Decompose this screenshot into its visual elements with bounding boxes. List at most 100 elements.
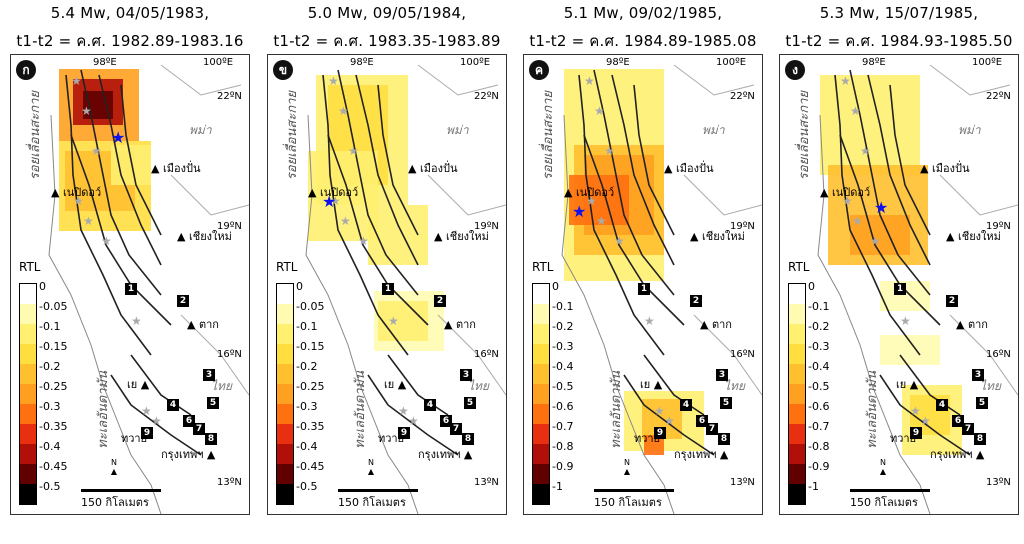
colorbar-segment — [20, 284, 36, 304]
fault-line — [611, 74, 675, 266]
lat-label-19: 19ºN — [986, 221, 1011, 232]
colorbar-tick-label: -0.1 — [296, 320, 318, 333]
panel-title-line2: t1-t2 = ค.ศ. 1983.35-1983.89 — [273, 32, 501, 50]
north-arrow: N ▲ — [879, 458, 887, 476]
fault-line — [355, 74, 419, 266]
colorbar-tick-label: -0.45 — [39, 460, 68, 473]
colorbar-tick-label: 0 — [296, 280, 303, 293]
lon-label-98: 98ºE — [862, 57, 886, 68]
location-box: 6 — [440, 415, 452, 427]
colorbar-tick-label: -0.5 — [296, 480, 318, 493]
epicenter-star: ★ — [842, 194, 853, 208]
city-label: ▲ เมืองปั่น — [664, 162, 714, 175]
location-box: 9 — [910, 427, 922, 439]
lat-label-22: 22ºN — [986, 91, 1011, 102]
lat-label-13: 13ºN — [730, 477, 755, 488]
rtl-anomaly-patch — [378, 301, 428, 341]
north-arrow: N ▲ — [367, 458, 375, 476]
colorbar-tick-label: -0.8 — [808, 440, 830, 453]
rtl-colorbar — [788, 283, 806, 505]
panel-title-line2: t1-t2 = ค.ศ. 1984.93-1985.50 — [785, 32, 1013, 50]
city-label: ▲ เนปิดอว์ — [564, 186, 615, 199]
city-label: ▲ ตาก — [700, 318, 732, 331]
colorbar-tick-label: -0.25 — [296, 380, 325, 393]
country-label-thailand: ไทย — [980, 379, 1001, 393]
colorbar-segment — [277, 284, 293, 304]
location-box: 5 — [720, 397, 732, 409]
panel-title-line1: 5.3 Mw, 15/07/1985, — [819, 4, 979, 22]
scale-label: 150 กิโลเมตร — [338, 496, 406, 509]
colorbar-ticks: 0 -0.1 -0.2 -0.3 -0.4 -0.5 -0.6 -0.7 -0.8 -0.9 -1 — [808, 277, 829, 497]
epicenter-star: ★ — [604, 144, 615, 158]
colorbar-tick-label: -0.35 — [39, 420, 68, 433]
map-panel-3: 5.1 Mw, 09/02/1985, t1-t2 = ค.ศ. 1984.89… — [521, 0, 765, 520]
city-label: กรุงเทพฯ ▲ — [418, 448, 473, 461]
colorbar-tick-label: -0.5 — [39, 480, 61, 493]
country-label-myanmar: พม่า — [958, 123, 981, 137]
colorbar-tick-label: -0.25 — [39, 380, 68, 393]
location-box: 4 — [424, 399, 436, 411]
city-label: เย ▲ — [127, 378, 150, 391]
fault-line — [65, 74, 152, 356]
epicenter-star: ★ — [328, 74, 339, 88]
fault-line — [633, 84, 675, 236]
fault-line — [867, 74, 931, 266]
location-box: 5 — [464, 397, 476, 409]
rtl-anomaly-patch — [569, 175, 629, 225]
location-box: 2 — [434, 295, 446, 307]
colorbar-segment — [789, 304, 805, 324]
fault-line — [110, 374, 202, 456]
colorbar-ticks: 0 -0.05 -0.1 -0.15 -0.2 -0.25 -0.3 -0.35 -0.4 -0.… — [296, 277, 324, 497]
scale-bar — [338, 489, 418, 492]
colorbar-tick-label: -0.45 — [296, 460, 325, 473]
city-label: ▲ เมืองปั่น — [408, 162, 458, 175]
colorbar-segment — [789, 344, 805, 364]
colorbar-tick-label: -0.2 — [808, 320, 830, 333]
colorbar-tick-label: 0 — [39, 280, 46, 293]
colorbar-segment — [789, 424, 805, 444]
location-box: 7 — [193, 423, 205, 435]
lat-label-22: 22ºN — [217, 91, 242, 102]
epicenter-star: ★ — [870, 234, 881, 248]
colorbar-ticks: 0 -0.05 -0.1 -0.15 -0.2 -0.25 -0.3 -0.35 -0.4 -0.… — [39, 277, 67, 497]
map-frame: ★ ★ ★ ★ ★ ★ ★ ★ ★ ★ ค 98ºE 100ºE 22ºN 19ºN 16ºN 1… — [523, 54, 763, 515]
epicenter-star: ★ — [840, 74, 851, 88]
location-box: 5 — [207, 397, 219, 409]
city-label: ▲ เชียงใหม่ — [690, 230, 745, 243]
fault-line — [578, 74, 665, 356]
colorbar-tick-label: -0.05 — [296, 300, 325, 313]
lat-label-16: 16ºN — [474, 349, 499, 360]
colorbar-tick-label: -0.9 — [808, 460, 830, 473]
scale-bar — [81, 489, 161, 492]
coastline — [817, 114, 931, 514]
epicenter-star: ★ — [586, 194, 597, 208]
colorbar-segment — [533, 444, 549, 464]
epicenter-star: ★ — [358, 234, 369, 248]
colorbar-segment — [277, 304, 293, 324]
epicenter-star: ★ — [131, 314, 142, 328]
epicenter-star: ★ — [850, 104, 861, 118]
country-label-thailand: ไทย — [468, 379, 489, 393]
colorbar-segment — [277, 344, 293, 364]
country-label-myanmar: พม่า — [702, 123, 725, 137]
border-line — [673, 64, 762, 396]
epicenter-star: ★ — [73, 194, 84, 208]
epicenter-star: ★ — [664, 414, 675, 428]
colorbar-segment — [533, 284, 549, 304]
colorbar-tick-label: -0.9 — [552, 460, 574, 473]
panel-label: ข — [273, 60, 293, 80]
location-box: 6 — [183, 415, 195, 427]
colorbar-segment — [789, 364, 805, 384]
fault-name-label: รอยเลื่อนสะกาย — [28, 91, 43, 181]
rtl-legend-title: RTL — [532, 260, 554, 274]
location-box: 1 — [638, 283, 650, 295]
colorbar-tick-label: -0.2 — [552, 320, 574, 333]
location-box: 4 — [936, 399, 948, 411]
lon-label-98: 98ºE — [606, 57, 630, 68]
epicenter-star: ★ — [151, 414, 162, 428]
epicenter-star: ★ — [594, 104, 605, 118]
city-label: ▲ ตาก — [187, 318, 219, 331]
colorbar-tick-label: -0.7 — [552, 420, 574, 433]
city-label: เย ▲ — [384, 378, 407, 391]
colorbar-segment — [533, 424, 549, 444]
